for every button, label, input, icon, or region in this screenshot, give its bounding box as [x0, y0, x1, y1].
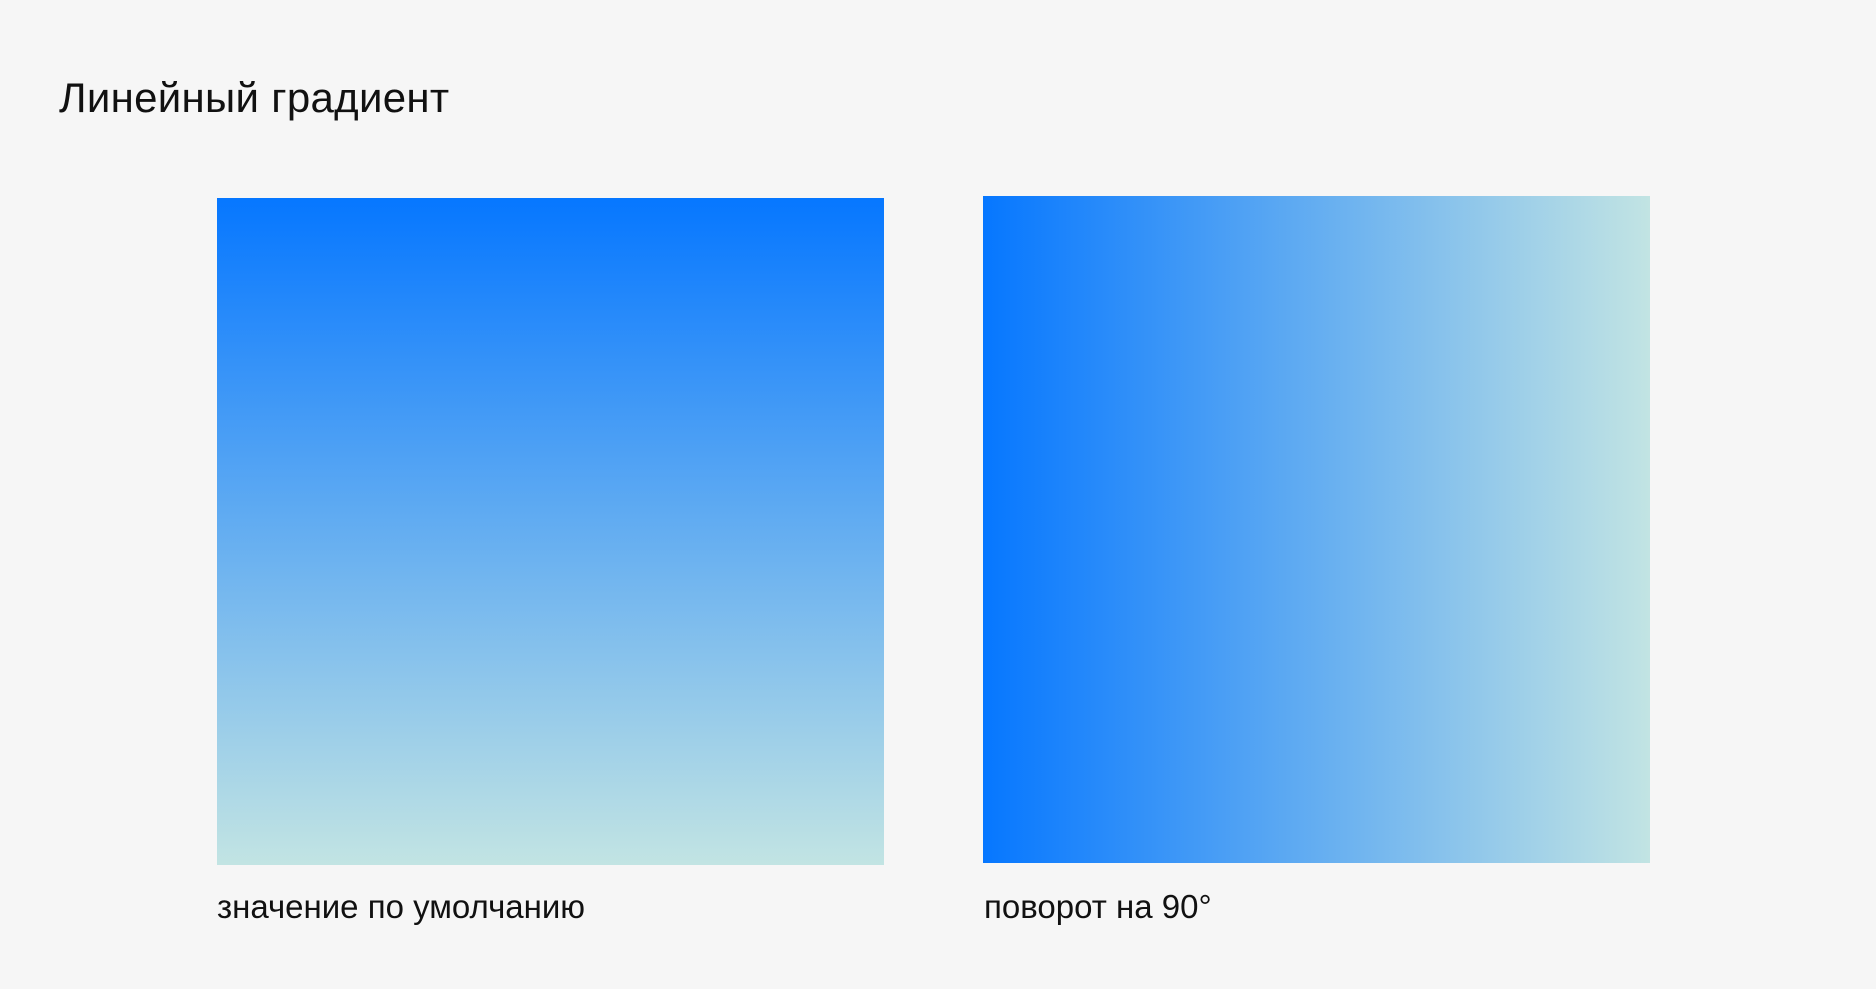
- gradient-swatch-default: [217, 198, 884, 865]
- page-title: Линейный градиент: [59, 74, 450, 121]
- caption-rotated: поворот на 90°: [984, 888, 1212, 925]
- caption-default: значение по умолчанию: [217, 888, 586, 925]
- gradient-swatch-rotated: [983, 196, 1650, 863]
